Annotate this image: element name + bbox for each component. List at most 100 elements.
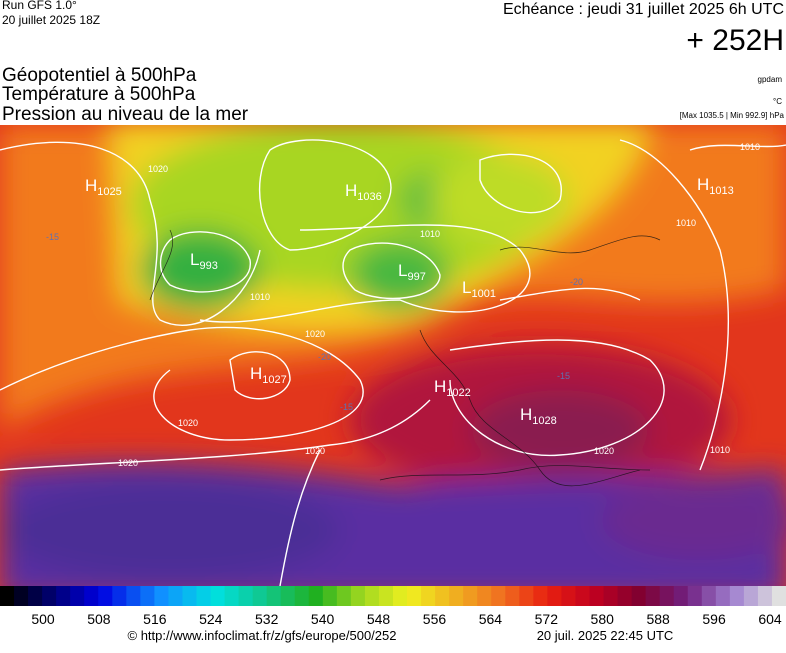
legend-line: Pression au niveau de la mer [2,104,249,125]
pressure-center: H1025 [85,176,122,198]
colorbar-swatch [280,586,296,606]
colorbar-swatch [196,586,212,606]
lead-time: + 252H [686,24,784,57]
colorbar-swatch [561,586,576,606]
footer-time: 20 juil. 2025 22:45 UTC [537,628,674,643]
isobar-label: 1020 [148,164,168,174]
pressure-center: H1013 [697,175,734,197]
center-letter: L [190,250,199,269]
isobar-label: 1010 [740,142,760,152]
center-letter: H [434,377,446,396]
center-letter: H [345,181,357,200]
colorbar-tick-label: 556 [423,611,447,627]
colorbar-swatch [491,586,506,606]
colorbar-tick-label: 588 [646,611,670,627]
colorbar-swatch [575,586,590,606]
pressure-center: H1027 [250,364,287,386]
colorbar-swatch [98,586,113,606]
center-value: 1027 [262,374,286,386]
colorbar-swatch [505,586,520,606]
isobar-label: 1010 [710,445,730,455]
run-date: 20 juillet 2025 18Z [2,13,100,27]
colorbar-swatch [294,586,310,606]
colorbar-swatch [533,586,548,606]
isobar-label: 1020 [594,446,614,456]
colorbar-swatch [14,586,29,606]
run: Run GFS 1.0° [2,0,77,12]
center-value: 1001 [471,288,495,300]
colorbar-swatch [378,586,394,606]
colorbar-swatch [463,586,478,606]
isobar-label: 1020 [178,418,198,428]
isobar-label: 1020 [305,329,325,339]
isobar-label: 1010 [420,229,440,239]
center-letter: H [85,176,97,195]
temperature-label: -15 [340,402,353,412]
colorbar-tick-label: 548 [367,611,391,627]
colorbar-tick-label: 580 [591,611,615,627]
center-value: 1025 [97,186,121,198]
colorbar-swatch [645,586,661,606]
colorbar-swatch [659,586,675,606]
colorbar-swatch [729,586,745,606]
colorbar-tick-label: 564 [479,611,503,627]
center-letter: L [462,278,471,297]
colorbar-swatch [252,586,268,606]
temperature-label: -20 [570,277,583,287]
colorbar-swatch [701,586,717,606]
colorbar-tick-label: 572 [535,611,559,627]
pressure-center: H1022 [434,377,471,399]
colorbar-swatch [715,586,731,606]
center-value: 997 [407,271,425,283]
colorbar-tick-label: 540 [311,611,335,627]
center-letter: L [398,261,407,280]
legend-line: Géopotentiel à 500hPa [2,65,197,86]
colorbar-swatch [771,586,786,606]
unit: °C [773,97,782,106]
temperature-label: -15 [46,232,59,242]
colorbar-tick-label: 596 [702,611,726,627]
pressure-center: L997 [398,261,426,283]
colorbar-swatch [140,586,155,606]
colorbar-swatch [224,586,240,606]
colorbar-swatch [42,586,57,606]
unit: [Max 1035.5 | Min 992.9] hPa [680,111,785,120]
colorbar-swatch [547,586,562,606]
colorbar-swatch [210,586,226,606]
center-value: 1013 [709,185,733,197]
colorbar-swatch [350,586,366,606]
center-letter: H [697,175,709,194]
center-value: 1036 [357,191,381,203]
colorbar-swatch [28,586,43,606]
colorbar-swatch [603,586,619,606]
colorbar-swatch [687,586,703,606]
pressure-center: H1036 [345,181,382,203]
pressure-center: L1001 [462,278,496,300]
isobar-label: 1010 [250,292,270,302]
colorbar-swatch [449,586,464,606]
isobar-label: 1010 [676,218,696,228]
colorbar-swatch [364,586,380,606]
colorbar-swatch [84,586,99,606]
colorbar-swatch [435,586,450,606]
isobar-label: 1020 [118,458,138,468]
center-letter: H [250,364,262,383]
isobar-label: 1020 [305,446,325,456]
colorbar-swatch [393,586,408,606]
colorbar-tick-label: 532 [255,611,279,627]
colorbar-swatch [238,586,254,606]
colorbar-swatch [266,586,282,606]
temperature-label: -20 [318,352,331,362]
temperature-label: -15 [557,371,570,381]
colorbar-tick-label: 524 [199,611,223,627]
colorbar-swatch [126,586,141,606]
colorbar-swatch [589,586,605,606]
center-letter: H [520,405,532,424]
colorbar-swatch [336,586,352,606]
colorbar-tick-label: 500 [31,611,55,627]
legend-line: Température à 500hPa [2,84,196,105]
center-value: 993 [199,260,217,272]
colorbar-swatch [0,586,15,606]
colorbar-swatch [308,586,324,606]
